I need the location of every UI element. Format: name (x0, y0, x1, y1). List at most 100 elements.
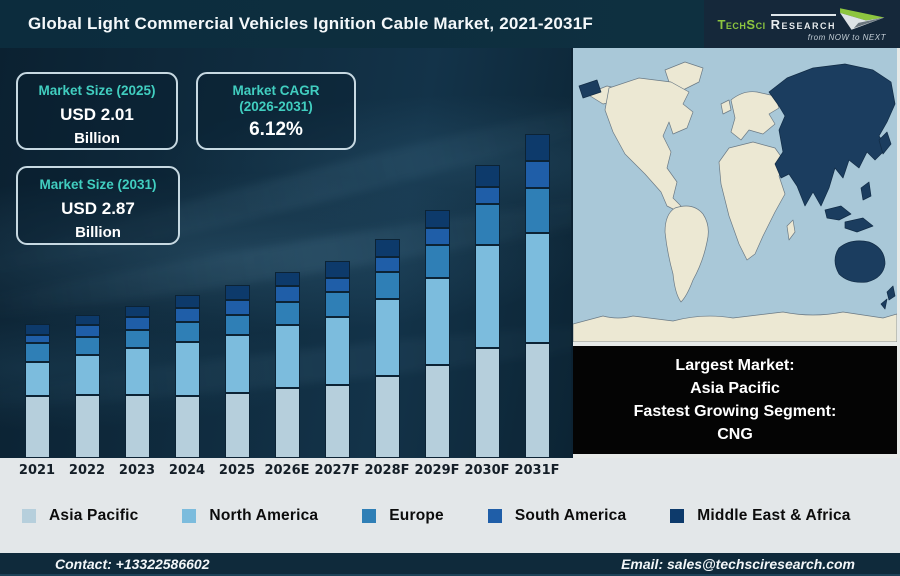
legend-item-north-america: North America (182, 507, 318, 525)
bar-segment-north-america (374, 299, 400, 376)
bar-segment-europe (524, 188, 550, 233)
bar-segment-north-america (524, 233, 550, 343)
box-unit: Billion (74, 130, 120, 147)
bar-segment-south-america (424, 228, 450, 245)
bar-column-2029F (412, 210, 462, 458)
bar-segment-middle-east-africa (124, 306, 150, 317)
bar-column-2022 (62, 315, 112, 458)
bar-segment-middle-east-africa (224, 285, 250, 300)
bar-segment-middle-east-africa (324, 261, 350, 278)
right-panel: Largest Market: Asia Pacific Fastest Growi… (571, 48, 900, 458)
market-size-2031-box: Market Size (2031) USD 2.87 Billion (16, 166, 180, 245)
stacked-bar-2024 (174, 295, 200, 458)
legend-label: Europe (389, 506, 444, 524)
box-title: Market Size (2031) (39, 177, 157, 192)
x-axis-label-2031F: 2031F (514, 463, 560, 478)
legend-swatch (362, 508, 377, 523)
bar-column-2021 (12, 324, 62, 458)
legend-item-south-america: South America (487, 506, 627, 525)
header: Global Light Commercial Vehicles Ignitio… (0, 0, 900, 48)
title-bar: Global Light Commercial Vehicles Ignitio… (0, 0, 704, 48)
bar-segment-asia-pacific (524, 343, 550, 458)
bar-segment-middle-east-africa (424, 210, 450, 228)
bar-segment-middle-east-africa (474, 165, 500, 187)
bar-segment-asia-pacific (274, 388, 300, 458)
legend-label: Middle East & Africa (697, 506, 851, 524)
bar-segment-north-america (124, 348, 150, 395)
chart-panel: Market Size (2025) USD 2.01 Billion Mark… (0, 48, 571, 458)
bar-segment-south-america (474, 187, 500, 204)
x-axis-label-2022: 2022 (68, 463, 106, 478)
bar-segment-middle-east-africa (24, 324, 50, 335)
bar-segment-south-america (124, 317, 150, 330)
bar-segment-south-america (374, 257, 400, 272)
bar-segment-asia-pacific (424, 365, 450, 458)
legend-swatch (22, 508, 36, 523)
x-axis-label-2025: 2025 (218, 463, 256, 478)
bar-segment-south-america (224, 300, 250, 315)
bar-column-2027F (312, 261, 362, 458)
bar-segment-middle-east-africa (74, 315, 100, 325)
bar-segment-europe (24, 343, 50, 362)
highlight-box: Largest Market: Asia Pacific Fastest Growi… (573, 346, 897, 454)
bar-segment-north-america (174, 342, 200, 396)
highlight-line-3: Fastest Growing Segment: (633, 403, 837, 420)
bar-segment-europe (424, 245, 450, 278)
bar-segment-asia-pacific (124, 395, 150, 458)
bar-segment-middle-east-africa (524, 134, 550, 161)
logo-arrow-icon (840, 8, 885, 30)
bar-segment-middle-east-africa (174, 295, 200, 308)
stacked-bar-2025 (224, 285, 250, 458)
logo-tagline: from NOW to NEXT (807, 33, 886, 42)
bar-column-2023 (112, 306, 162, 458)
x-axis-label-2026E: 2026E (264, 463, 310, 478)
bar-segment-north-america (474, 245, 500, 348)
bar-segment-europe (174, 322, 200, 342)
box-title: Market Size (2025) (38, 83, 156, 98)
highlight-line-4: CNG (717, 426, 753, 443)
bar-column-2024 (162, 295, 212, 458)
legend-item-europe: Europe (362, 507, 444, 525)
main-content: Market Size (2025) USD 2.01 Billion Mark… (0, 48, 900, 458)
legend-label: South America (514, 506, 627, 524)
highlight-line-1: Largest Market: (675, 357, 795, 374)
x-axis-labels: 2021 2022 2023 2024 2025 2026E 2027F 2028F 2029F… (0, 463, 585, 478)
bar-segment-asia-pacific (324, 385, 350, 458)
bar-segment-europe (74, 337, 100, 355)
bar-segment-europe (224, 315, 250, 335)
bar-column-2030F (462, 165, 512, 458)
box-title-line2: (2026-2031) (239, 99, 313, 114)
bar-segment-north-america (274, 325, 300, 388)
bar-column-2025 (212, 285, 262, 458)
stacked-bar-2028F (374, 239, 400, 458)
bar-segment-europe (124, 330, 150, 348)
bar-segment-middle-east-africa (374, 239, 400, 257)
bar-column-2028F (362, 239, 412, 458)
box-unit: Billion (75, 224, 121, 241)
legend-swatch (182, 508, 197, 523)
legend-label: Asia Pacific (49, 506, 139, 524)
bar-column-2026E (262, 272, 312, 458)
bar-segment-south-america (324, 278, 350, 292)
world-map (573, 48, 897, 342)
stacked-bar-2030F (474, 165, 500, 458)
bar-segment-north-america (424, 278, 450, 365)
legend-label: North America (209, 506, 319, 524)
x-axis-label-2024: 2024 (168, 463, 206, 478)
world-map-svg (573, 48, 897, 342)
box-value: USD 2.87 (61, 199, 135, 218)
footer-email: Email: sales@techsciresearch.com (621, 555, 855, 572)
logo-brand-primary: TechSci (717, 17, 766, 32)
bottom-strip: 2021 2022 2023 2024 2025 2026E 2027F 2028F 2029F… (0, 458, 900, 553)
bar-segment-asia-pacific (174, 396, 200, 458)
bar-segment-north-america (324, 317, 350, 385)
stacked-bar-2023 (124, 306, 150, 458)
market-cagr-box: Market CAGR (2026-2031) 6.12% (196, 72, 356, 150)
bar-segment-middle-east-africa (274, 272, 300, 286)
x-axis-label-2021: 2021 (18, 463, 56, 478)
legend-item-asia-pacific: Asia Pacific (22, 507, 138, 525)
market-size-2025-box: Market Size (2025) USD 2.01 Billion (16, 72, 178, 150)
bar-segment-north-america (224, 335, 250, 393)
bar-segment-asia-pacific (374, 376, 400, 458)
stacked-bar-2031F (524, 134, 550, 458)
